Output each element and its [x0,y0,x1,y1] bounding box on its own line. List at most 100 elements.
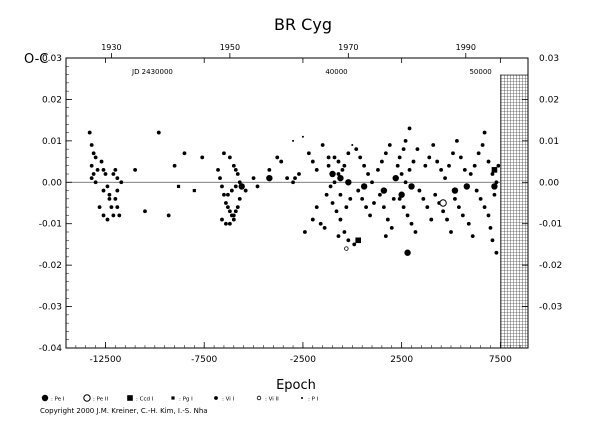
data-point [115,205,120,210]
data-point [468,172,473,176]
data-point [107,196,112,201]
data-point [336,159,341,164]
data-point [176,184,181,189]
data-point [111,213,116,218]
year-tick-label: 1950 [220,43,240,52]
data-point [370,180,374,185]
y-tick-label: 0.01 [42,137,62,147]
data-point [486,159,491,164]
x-tick-label: -7500 [191,355,217,365]
data-point [345,179,352,186]
data-point [405,213,410,218]
data-point [492,192,497,197]
data-point [314,167,319,172]
y-tick-label: -0.02 [39,261,62,271]
data-point [326,163,331,168]
data-point [231,213,236,218]
legend-marker [301,397,303,399]
y-tick-label: -0.03 [39,303,62,313]
legend-marker [41,394,49,402]
data-point [119,180,124,185]
data-point [233,209,238,214]
data-point [409,221,414,226]
data-point [355,237,362,244]
data-point [95,167,100,172]
data-point [404,249,411,256]
legend-marker [83,394,91,402]
data-point [423,163,428,168]
y-axis-label: O-C [24,52,48,67]
data-point [97,205,102,210]
data-point [395,163,400,168]
legend-label: : Ccd I [136,397,154,403]
data-point [89,143,94,147]
data-point [407,126,412,131]
right-y-tick-label: -0.02 [539,261,562,271]
data-point [490,238,495,243]
data-point [466,221,471,226]
data-point [392,174,399,182]
data-point [433,192,438,197]
y-tick-label: -0.01 [39,220,62,230]
year-tick-label: 1970 [338,43,358,52]
data-point [326,155,331,160]
data-point [318,221,323,226]
data-point [346,238,351,243]
data-point [227,221,232,226]
data-point [340,167,345,172]
legend-marker [214,396,218,400]
data-point [267,167,272,172]
data-point [231,163,236,168]
data-point [417,188,422,193]
data-point [478,196,483,201]
data-point [225,192,230,197]
data-point [220,184,224,189]
data-point [456,205,461,210]
data-point [379,159,384,164]
data-point [235,172,240,176]
data-point [486,213,491,218]
data-point [237,180,242,185]
legend-label: : Vi I [222,397,235,403]
data-point [322,225,327,230]
data-point [227,155,232,160]
data-point [233,167,238,172]
data-point [292,139,295,142]
legend-label: : Pe I [51,397,65,403]
data-point [310,217,315,222]
data-point [113,196,118,201]
data-point [431,143,436,147]
data-point [182,151,187,156]
data-point [344,205,349,210]
chart-title: BR Cyg [274,15,332,34]
legend: : Pe I: Pe II: Ccd I: Pg I: Vi I: Vi II:… [41,394,319,403]
data-point [279,159,284,164]
data-point [356,188,361,193]
data-point [381,205,386,210]
data-point [237,196,242,201]
jd-tick-label: 40000 [325,68,347,76]
data-point [441,209,446,214]
data-point [480,143,485,147]
data-point [401,147,406,152]
data-point [387,143,392,147]
axis-ticks [66,53,528,349]
data-point [455,138,459,143]
data-point [490,172,495,176]
data-point [227,209,232,214]
data-point [403,180,408,185]
data-point [472,163,477,168]
data-point [103,172,108,176]
data-point [429,217,434,222]
data-point [320,143,325,147]
data-point [297,172,301,176]
data-point [332,155,337,160]
data-point [364,205,369,210]
data-point [113,167,118,172]
data-point [332,180,337,185]
data-point [342,230,347,234]
data-point [224,201,228,205]
data-point [391,196,396,201]
data-point [306,151,311,156]
